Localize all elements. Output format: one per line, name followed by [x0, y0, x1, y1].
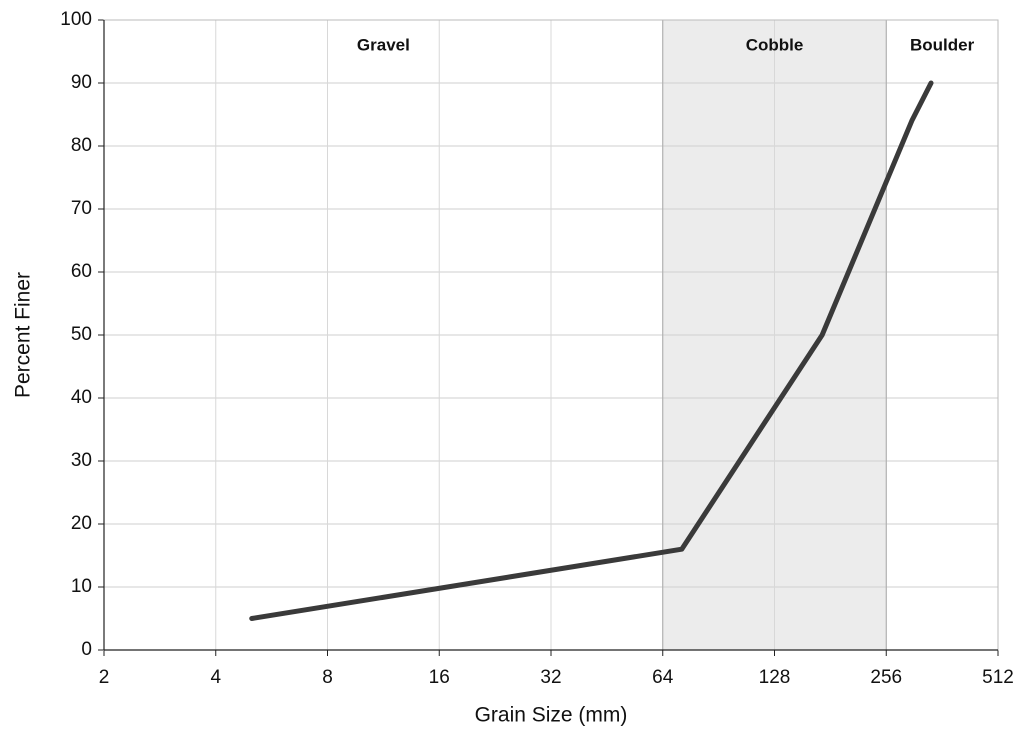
x-axis-label: Grain Size (mm) — [475, 704, 628, 727]
data-line — [249, 80, 934, 621]
x-tick-label: 8 — [322, 667, 333, 688]
region-label: Cobble — [746, 35, 804, 54]
y-axis-label: Percent Finer — [12, 272, 35, 398]
y-tick-label: 40 — [71, 387, 92, 408]
x-tick-label: 512 — [982, 667, 1014, 688]
region-label: Boulder — [910, 35, 975, 54]
region-label: Gravel — [357, 35, 410, 54]
y-tick-label: 20 — [71, 513, 92, 534]
x-tick-label: 16 — [429, 667, 450, 688]
y-tick-label: 10 — [71, 576, 92, 597]
x-tick-label: 2 — [99, 667, 110, 688]
y-tick-label: 0 — [81, 639, 92, 660]
x-tick-label: 256 — [870, 667, 902, 688]
x-tick-label: 32 — [540, 667, 561, 688]
x-tick-label: 4 — [210, 667, 221, 688]
y-tick-label: 30 — [71, 450, 92, 471]
x-tick-label: 64 — [652, 667, 674, 688]
y-tick-label: 60 — [71, 261, 92, 282]
y-tick-label: 70 — [71, 198, 92, 219]
y-tick-label: 50 — [71, 324, 92, 345]
marks-layer — [249, 20, 934, 650]
y-tick-label: 100 — [60, 9, 92, 30]
x-tick-label: 128 — [759, 667, 791, 688]
y-tick-label: 80 — [71, 135, 92, 156]
y-tick-label: 90 — [71, 72, 92, 93]
